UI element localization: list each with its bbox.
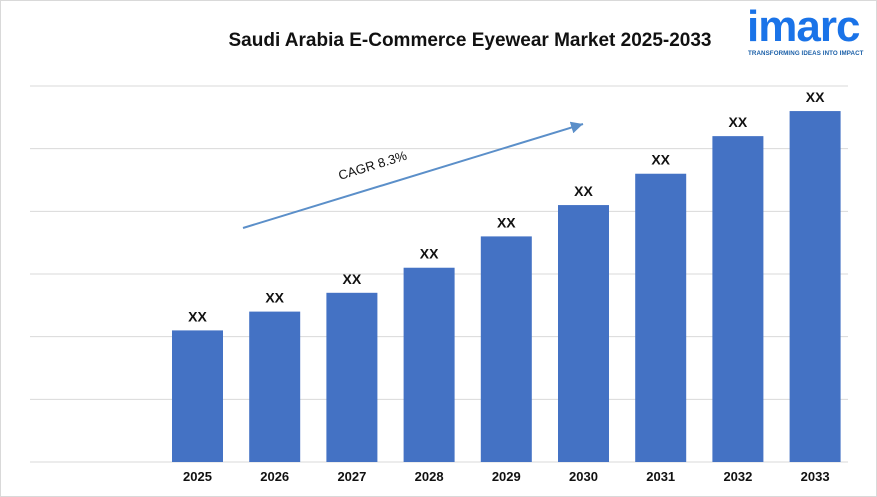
x-tick-2032: 2032 (723, 469, 752, 484)
x-tick-2030: 2030 (569, 469, 598, 484)
bar-2028 (403, 267, 455, 462)
bar-2030 (558, 205, 609, 463)
data-label-2027: XX (343, 271, 362, 287)
data-label-2033: XX (806, 89, 825, 105)
data-label-2025: XX (188, 308, 207, 324)
logo-wordmark: imarc (747, 2, 860, 51)
cagr-label: CAGR 8.3% (336, 148, 409, 183)
data-label-2032: XX (729, 114, 748, 130)
data-label-2028: XX (420, 246, 439, 262)
x-tick-2025: 2025 (183, 469, 212, 484)
data-label-2026: XX (265, 290, 284, 306)
x-tick-2029: 2029 (492, 469, 521, 484)
bar-2027 (326, 292, 378, 462)
bar-2029 (480, 236, 532, 462)
data-label-2031: XX (651, 152, 670, 168)
bar-2033 (789, 111, 841, 463)
x-axis-ticks: 2025 2026 2027 2028 2029 2030 2031 2032 2033 (183, 469, 830, 484)
data-labels: XX XX XX XX XX XX XX XX XX (188, 89, 825, 324)
x-tick-2031: 2031 (646, 469, 675, 484)
bar-2026 (249, 311, 301, 462)
bars (172, 111, 841, 463)
data-label-2029: XX (497, 214, 516, 230)
data-label-2030: XX (574, 183, 593, 199)
bar-2031 (635, 173, 687, 462)
chart-title: Saudi Arabia E-Commerce Eyewear Market 2… (228, 30, 712, 51)
x-tick-2028: 2028 (415, 469, 444, 484)
logo-tagline: TRANSFORMING IDEAS INTO IMPACT (748, 50, 864, 57)
x-tick-2033: 2033 (801, 469, 830, 484)
imarc-logo: imarc TRANSFORMING IDEAS INTO IMPACT (745, 2, 870, 62)
x-tick-2027: 2027 (337, 469, 366, 484)
bar-2025 (172, 330, 223, 462)
x-tick-2026: 2026 (260, 469, 289, 484)
cagr-arrow (242, 121, 584, 229)
bar-2032 (712, 136, 764, 462)
